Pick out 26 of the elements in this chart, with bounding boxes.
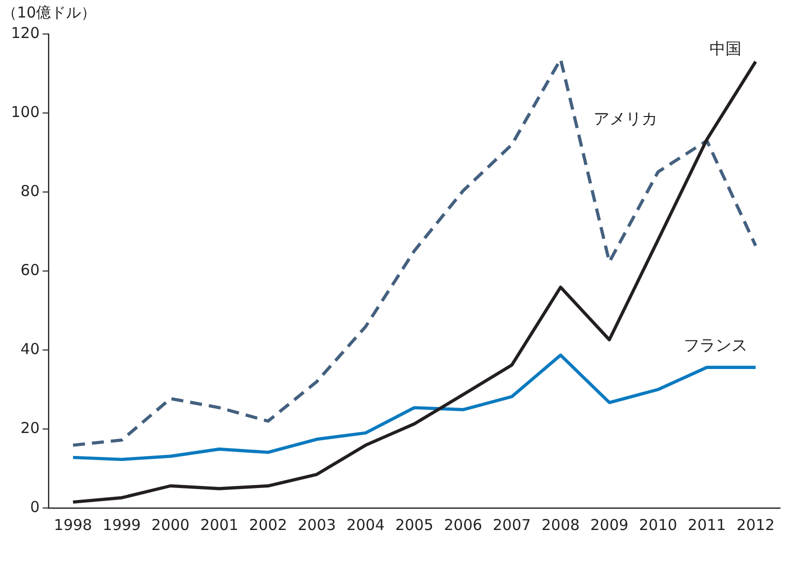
series-label: 中国 (710, 38, 742, 58)
series-label: フランス (684, 336, 748, 355)
y-tick-label: 120 (10, 24, 40, 42)
y-tick-label: 40 (20, 340, 40, 358)
x-tick-label: 1998 (54, 516, 92, 534)
x-tick-label: 2011 (688, 516, 726, 534)
y-tick-label: 60 (20, 260, 40, 279)
x-tick-label: 2003 (298, 516, 336, 534)
x-tick-label: 2000 (151, 516, 190, 534)
x-tick-label: 2006 (444, 516, 482, 534)
series-label: アメリカ (594, 108, 658, 128)
x-tick-label: 1999 (102, 516, 141, 534)
x-tick-label: 2005 (395, 516, 434, 534)
x-tick-label: 2007 (492, 516, 531, 534)
y-tick-label: 20 (20, 418, 40, 437)
x-tick-label: 2004 (346, 516, 385, 534)
x-tick-label: 2002 (248, 516, 288, 534)
x-tick-label: 2001 (200, 516, 238, 534)
x-tick-label: 2009 (590, 516, 628, 534)
y-axis-title: （10億ドル） (2, 3, 96, 22)
y-tick-label: 80 (20, 182, 40, 200)
y-tick-label: 0 (30, 498, 40, 516)
x-tick-label: 2010 (639, 516, 678, 534)
x-tick-label: 2008 (541, 516, 580, 534)
y-tick-label: 100 (10, 102, 40, 121)
x-tick-label: 2012 (736, 516, 775, 534)
